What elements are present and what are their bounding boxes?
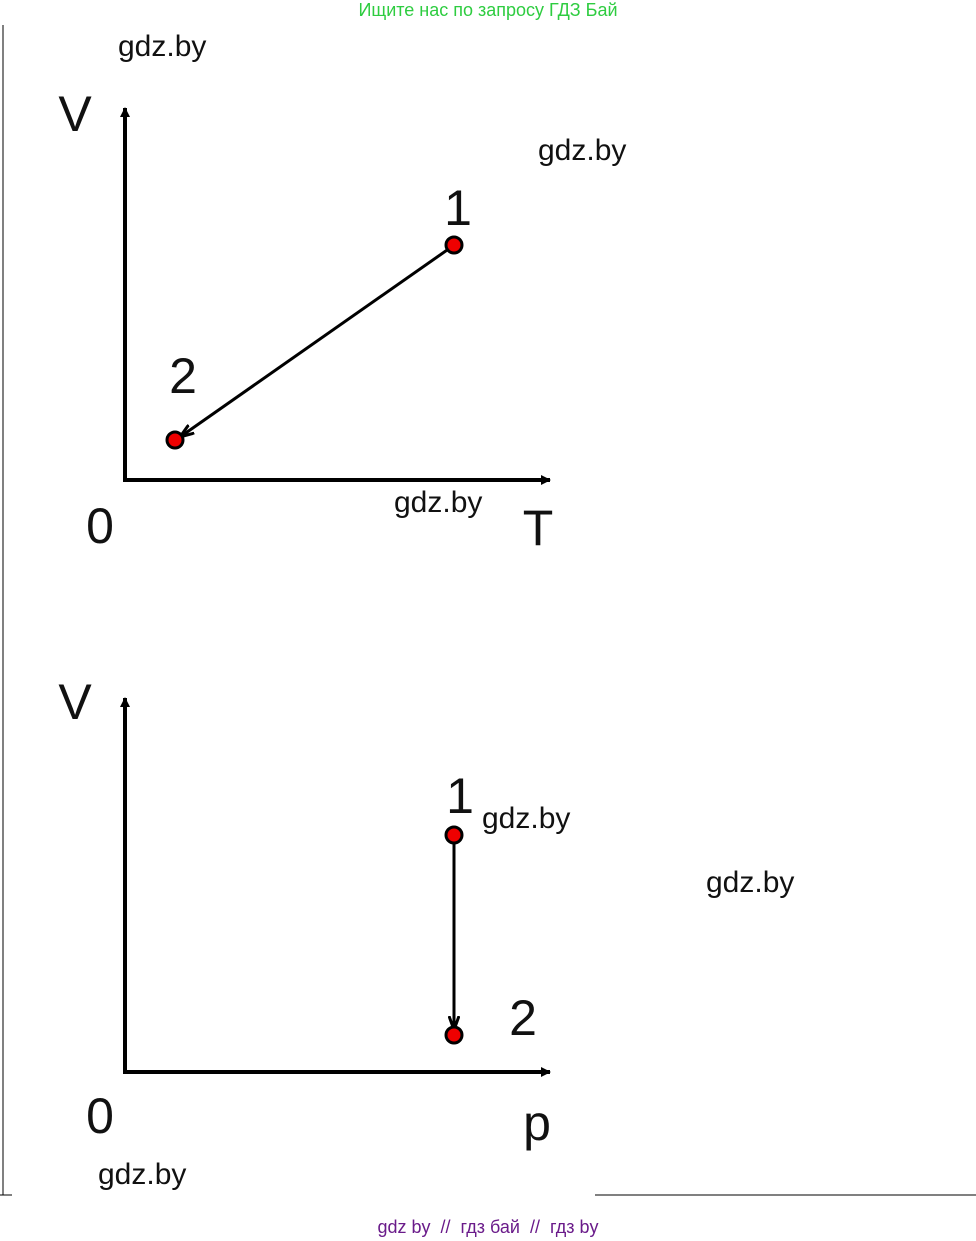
footer: gdz by // гдз бай // гдз by (377, 1217, 598, 1237)
origin-label: 0 (86, 498, 114, 554)
state-point (165, 430, 185, 450)
point-label: 1 (446, 768, 474, 824)
process-arrow (180, 246, 451, 437)
diagram: V 0 p 1 2 (58, 674, 551, 1151)
diagram: V 0 T 1 2 (58, 86, 553, 556)
watermark: gdz.by (538, 134, 626, 167)
watermark: gdz.by (482, 802, 570, 835)
x-axis-label: T (523, 500, 554, 556)
state-point (444, 235, 464, 255)
state-point (444, 825, 464, 845)
banner: Ищите нас по запросу ГДЗ Бай (358, 0, 617, 20)
state-point (444, 1025, 464, 1045)
x-axis-label: p (523, 1095, 551, 1151)
point-label: 1 (444, 180, 472, 236)
watermark: gdz.by (118, 30, 206, 63)
point-label: 2 (509, 990, 537, 1046)
watermark: gdz.by (98, 1158, 186, 1191)
point-label: 2 (169, 348, 197, 404)
watermark: gdz.by (706, 866, 794, 899)
origin-label: 0 (86, 1088, 114, 1144)
watermark: gdz.by (394, 486, 482, 519)
y-axis-label: V (58, 86, 92, 142)
y-axis-label: V (58, 674, 92, 730)
